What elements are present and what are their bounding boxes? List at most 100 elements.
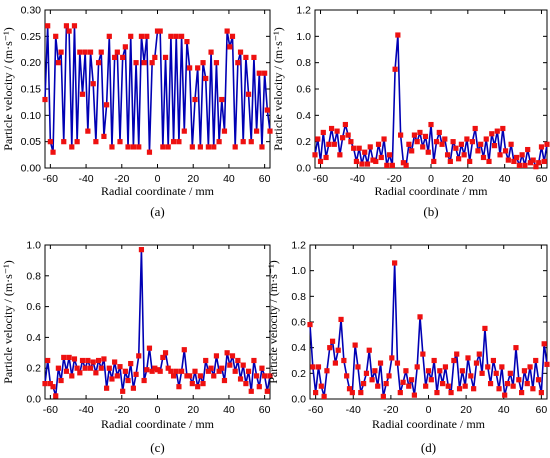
- data-point: [138, 247, 145, 253]
- data-point: [355, 364, 361, 370]
- data-point: [356, 145, 362, 151]
- data-point: [386, 373, 392, 379]
- x-tick-label: 40: [498, 404, 510, 416]
- data-point: [189, 381, 195, 387]
- y-tick-label: 0.30: [21, 5, 42, 17]
- data-point: [372, 368, 378, 374]
- data-point: [521, 368, 528, 374]
- data-point: [224, 350, 230, 356]
- data-point: [160, 354, 166, 361]
- data-point: [485, 364, 491, 370]
- y-tick-label: 0.4: [296, 110, 311, 122]
- data-point: [235, 60, 241, 66]
- data-point: [112, 54, 118, 60]
- data-point: [98, 49, 104, 55]
- data-point: [106, 365, 112, 371]
- data-point: [101, 133, 107, 139]
- data-point: [219, 96, 225, 103]
- data-point: [367, 144, 373, 150]
- data-point: [411, 132, 418, 138]
- y-tick-label: 0.6: [291, 317, 306, 329]
- data-point: [254, 373, 260, 379]
- data-point: [476, 351, 482, 357]
- data-point: [79, 357, 86, 364]
- data-point: [77, 370, 83, 376]
- data-point: [436, 129, 442, 136]
- data-point: [104, 385, 110, 391]
- data-point: [184, 373, 190, 379]
- data-point: [456, 156, 462, 162]
- data-point: [519, 389, 525, 396]
- data-point: [237, 49, 244, 55]
- data-point: [262, 373, 268, 379]
- data-point: [395, 32, 401, 38]
- data-point: [205, 368, 211, 374]
- data-point: [527, 160, 534, 166]
- data-point: [394, 360, 401, 366]
- data-point: [398, 132, 404, 138]
- data-point: [262, 70, 268, 76]
- data-point: [256, 384, 262, 390]
- y-tick-label: 0.8: [296, 57, 311, 69]
- data-point: [437, 368, 443, 374]
- y-tick-label: 1.0: [291, 265, 306, 277]
- data-point: [411, 392, 417, 398]
- data-point: [203, 75, 209, 82]
- data-point: [58, 49, 64, 55]
- y-tick-label: 0.20: [21, 57, 42, 69]
- y-tick-label: 1.2: [291, 240, 306, 252]
- data-point: [524, 381, 530, 387]
- data-point: [213, 353, 220, 359]
- data-point: [211, 144, 217, 150]
- data-point: [205, 144, 211, 150]
- data-point: [85, 128, 91, 134]
- data-point: [541, 341, 547, 347]
- data-point: [146, 345, 153, 351]
- data-point: [251, 357, 257, 364]
- data-point: [487, 381, 494, 387]
- data-point: [448, 389, 454, 396]
- data-point: [200, 60, 206, 66]
- data-point: [310, 364, 316, 370]
- data-point: [63, 368, 70, 374]
- data-point: [109, 144, 115, 150]
- data-point: [335, 347, 341, 353]
- data-point: [125, 144, 131, 150]
- data-point: [406, 141, 412, 147]
- y-tick-label: 0.0: [26, 394, 41, 406]
- x-tick-label: 20: [187, 404, 199, 416]
- x-axis-title: Radial coordinate / mm: [375, 184, 489, 198]
- data-point: [144, 33, 150, 39]
- chart-panel-3: -60 -40 -20 0 20 40 60 0.0 0.2 0.4 0.6 0.8 1.0 Radial…: [1, 240, 273, 455]
- data-point: [431, 357, 437, 364]
- data-point: [90, 359, 96, 365]
- data-point: [440, 381, 446, 387]
- data-point: [409, 148, 415, 154]
- data-point: [192, 96, 198, 103]
- data-point: [259, 365, 265, 371]
- y-tick-label: 0.0: [291, 394, 306, 406]
- data-point: [318, 383, 324, 389]
- data-point: [170, 139, 177, 145]
- data-point: [219, 365, 225, 371]
- data-point: [324, 368, 330, 374]
- data-point: [315, 136, 321, 142]
- data-point: [467, 158, 473, 165]
- data-point: [363, 370, 370, 376]
- data-point: [535, 377, 542, 383]
- data-point: [328, 125, 335, 132]
- data-point: [87, 49, 94, 55]
- y-tick-label: 0.2: [26, 363, 41, 375]
- data-point: [454, 351, 460, 357]
- data-point: [66, 354, 72, 361]
- panel-caption: (d): [421, 440, 436, 455]
- data-point: [445, 383, 451, 389]
- y-tick-label: 0.4: [26, 332, 41, 344]
- data-point: [87, 365, 94, 371]
- data-point: [516, 162, 522, 168]
- data-point: [112, 359, 118, 365]
- data-point: [348, 139, 354, 145]
- data-point: [179, 33, 185, 39]
- data-point: [101, 356, 107, 362]
- data-point: [315, 364, 322, 370]
